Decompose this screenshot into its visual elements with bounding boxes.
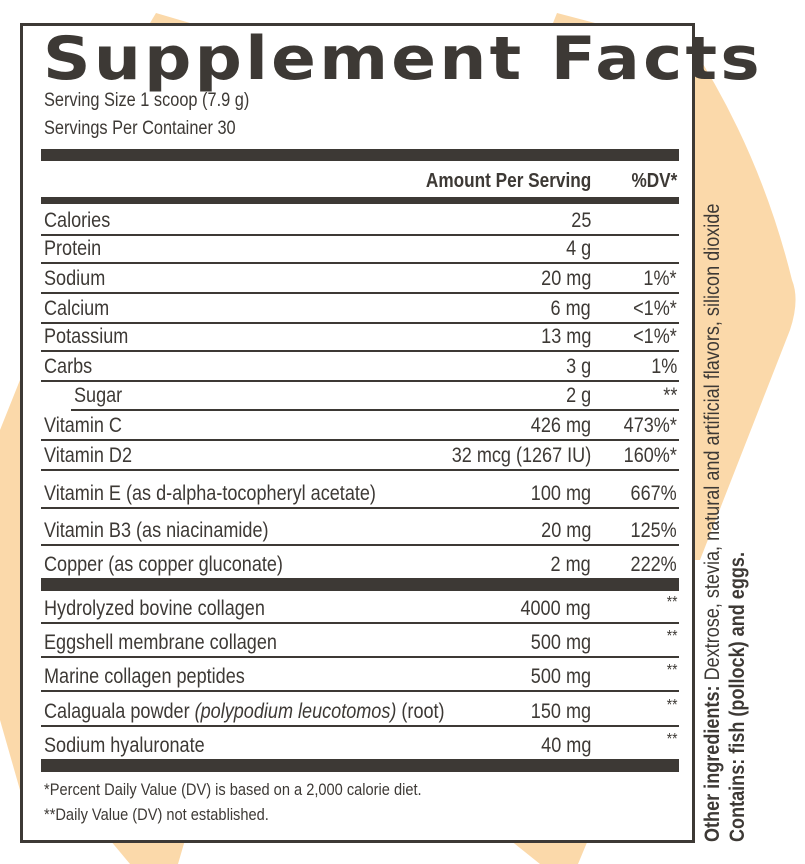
nutrient-row: Protein 4 g [41,236,679,264]
nutrient-amount: 2 g [565,384,591,407]
ingredient-amount: 4000 mg [520,597,591,620]
ingredient-label: Eggshell membrane collagen [44,631,277,655]
nutrient-dv: 667% [630,482,677,505]
ingredient-dv: ** [666,662,677,679]
nutrient-amount: 13 mg [540,325,591,348]
ingredient-latin-name: (polypodium leucotomos) [194,700,397,723]
ingredient-name: Sodium hyaluronate [44,734,205,757]
nutrient-amount: 25 [570,209,591,232]
nutrient-row: Calcium 6 mg <1%* [41,294,679,324]
amount-header: Amount Per Serving [425,170,591,192]
ingredient-label: Marine collagen peptides [44,665,245,689]
nutrient-dv: 473%* [623,414,677,437]
serving-size: Serving Size 1 scoop (7.9 g) [44,90,250,111]
peach-shape-right [688,40,796,560]
nutrient-dv: 160%* [623,444,677,467]
thick-divider-3 [41,759,679,772]
ingredient-row: Calaguala powder (polypodium leucotomos)… [41,692,679,727]
nutrient-name: Calcium [44,297,110,320]
nutrient-dv: 125% [630,519,677,542]
ingredient-row: Hydrolyzed bovine collagen 4000 mg ** [41,591,679,624]
ingredient-row: Marine collagen peptides 500 mg ** [41,658,679,692]
nutrient-name: Calories [44,209,111,232]
nutrient-amount: 3 g [565,355,591,378]
nutrient-amount: 32 mcg (1267 IU) [451,444,591,467]
ingredient-amount: 500 mg [530,631,591,654]
nutrient-amount: 100 mg [530,482,591,505]
nutrient-name: Sodium [44,267,106,290]
ingredient-dv: ** [666,594,677,611]
nutrient-row: Vitamin B3 (as niacinamide) 20 mg 125% [41,509,679,546]
nutrient-name: Vitamin B3 (as niacinamide) [44,519,269,542]
footnote-not-established: **Daily Value (DV) not established. [44,805,269,824]
nutrient-amount: 20 mg [540,519,591,542]
nutrient-dv: 1% [650,355,677,378]
nutrient-dv: ** [662,384,677,407]
peach-shape-top-left [150,13,190,23]
side-ingredients: Other ingredients: Dextrose, stevia, nat… [700,82,750,842]
footnote-dv: *Percent Daily Value (DV) is based on a … [44,780,422,799]
allergen-statement: Contains: fish (pollock) and eggs. [725,82,750,842]
nutrient-amount: 426 mg [530,414,591,437]
nutrient-name: Vitamin E (as d-alpha-tocopheryl acetate… [44,482,376,505]
nutrient-row: Potassium 13 mg <1%* [41,324,679,352]
other-ingredients: Other ingredients: Dextrose, stevia, nat… [700,82,725,842]
nutrient-name: Vitamin C [44,414,122,437]
column-header: Amount Per Serving %DV* [41,166,679,196]
panel-title: Supplement Facts [43,24,763,94]
peach-shape-left [0,380,20,790]
nutrient-amount: 20 mg [540,267,591,290]
ingredient-amount: 40 mg [540,734,591,757]
ingredient-name: Eggshell membrane collagen [44,631,277,654]
nutrient-row: Calories 25 [41,204,679,236]
nutrient-dv: 222% [630,553,677,576]
nutrient-row: Sugar 2 g ** [71,382,679,411]
nutrient-name: Copper (as copper gluconate) [44,553,283,576]
nutrient-dv: 1%* [643,267,677,290]
nutrient-row: Copper (as copper gluconate) 2 mg 222% [41,546,679,578]
nutrient-amount: 6 mg [550,297,591,320]
ingredient-label: Sodium hyaluronate [44,734,205,758]
nutrient-dv: <1%* [633,325,677,348]
dv-header: %DV* [631,170,677,192]
ingredient-part: (root) [401,700,445,723]
medium-divider [41,197,679,204]
peach-shape-top-right [553,13,595,23]
nutrient-name: Carbs [44,355,93,378]
thick-divider [41,149,679,161]
nutrient-row: Carbs 3 g 1% [41,352,679,382]
nutrient-name: Vitamin D2 [44,444,133,467]
ingredient-dv: ** [666,628,677,645]
nutrient-row: Vitamin C 426 mg 473%* [41,411,679,441]
nutrient-row: Vitamin E (as d-alpha-tocopheryl acetate… [41,471,679,509]
nutrient-amount: 4 g [565,237,591,260]
ingredient-dv: ** [666,697,677,714]
ingredient-row: Eggshell membrane collagen 500 mg ** [41,624,679,658]
peach-shape-bottom-right [510,840,588,864]
ingredient-dv: ** [666,731,677,748]
peach-shape-bottom-left [110,840,185,864]
ingredient-name: Hydrolyzed bovine collagen [44,597,265,620]
supplement-facts-panel: Supplement Facts Serving Size 1 scoop (7… [20,23,760,843]
nutrient-row: Vitamin D2 32 mcg (1267 IU) 160%* [41,441,679,471]
ingredient-amount: 150 mg [530,700,591,723]
contains-text: Contains: fish (pollock) and eggs. [726,552,749,842]
ingredient-name: Marine collagen peptides [44,665,245,688]
other-ingredients-label: Other ingredients: [701,685,724,842]
nutrient-dv: <1%* [633,297,677,320]
nutrient-amount: 2 mg [550,553,591,576]
nutrient-row: Sodium 20 mg 1%* [41,264,679,294]
thick-divider-2 [41,578,679,591]
ingredient-label: Calaguala powder (polypodium leucotomos)… [44,700,445,724]
other-ingredients-text: Dextrose, stevia, natural and artificial… [701,203,724,686]
ingredient-name: Calaguala powder [44,700,190,723]
nutrient-name: Sugar [74,384,123,407]
servings-per-container: Servings Per Container 30 [44,118,236,139]
nutrient-name: Potassium [44,325,129,348]
nutrient-name: Protein [44,237,102,260]
ingredient-label: Hydrolyzed bovine collagen [44,597,265,621]
ingredient-amount: 500 mg [530,665,591,688]
ingredient-row: Sodium hyaluronate 40 mg ** [41,727,679,759]
